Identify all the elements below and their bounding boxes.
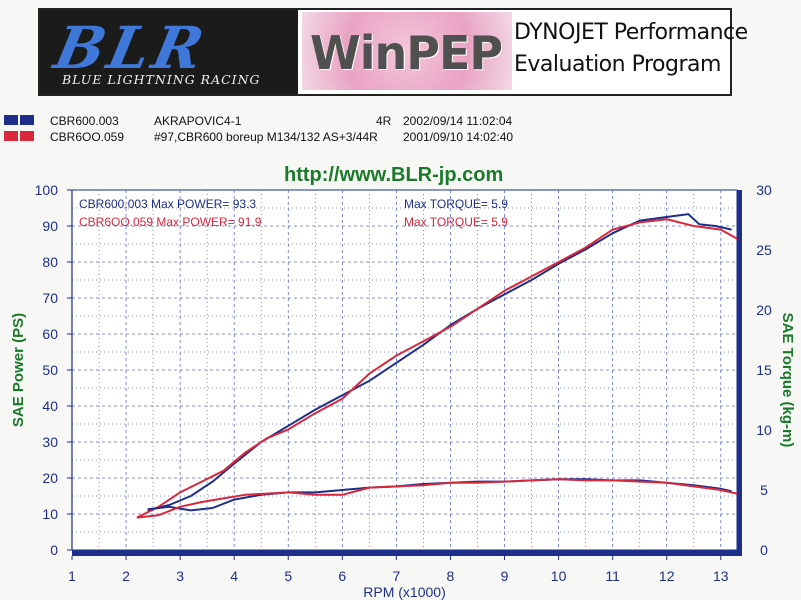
run1-description: AKRAPOVIC4-1 <box>154 114 242 128</box>
x-tick-label: 1 <box>68 568 76 584</box>
series-line-3 <box>136 478 738 519</box>
annotation-max-torque-red: Max TORQUE= 5.9 <box>404 215 508 229</box>
y2-tick-label: 15 <box>756 362 772 378</box>
y-tick-label: 50 <box>42 362 58 378</box>
header-banner: BLR BLUE LIGHTNING RACING WinPEP DYNOJET… <box>38 8 748 96</box>
y-tick-label: 0 <box>50 542 58 558</box>
y-tick-label: 60 <box>42 326 58 342</box>
y2-tick-label: 25 <box>756 242 772 258</box>
series-line-0 <box>147 213 732 512</box>
y-tick-label: 70 <box>42 290 58 306</box>
annotation-max-power-blue: CBR600.003 Max POWER= 93.3 <box>79 197 256 211</box>
y-tick-label: 30 <box>42 434 58 450</box>
y2-tick-label: 10 <box>756 422 772 438</box>
x-tick-label: 13 <box>713 568 729 584</box>
program-title-line1: DYNOJET Performance <box>514 20 748 45</box>
y-tick-label: 80 <box>42 254 58 270</box>
y2-tick-label: 20 <box>756 302 772 318</box>
blr-logo-panel: BLR BLUE LIGHTNING RACING <box>40 10 298 94</box>
run1-swatch-power <box>4 115 18 125</box>
winpep-logo-panel: WinPEP <box>302 12 512 90</box>
y-tick-label: 40 <box>42 398 58 414</box>
y2-tick-label: 5 <box>760 482 768 498</box>
run-legend-row-2: CBR6OO.059 #97,CBR600 boreup M134/132 AS… <box>0 128 801 146</box>
y-tick-label: 90 <box>42 218 58 234</box>
run-legend-row-1: CBR600.003 AKRAPOVIC4-1 4R 2002/09/14 11… <box>0 112 801 130</box>
y-tick-label: 20 <box>42 470 58 486</box>
x-tick-label: 2 <box>122 568 130 584</box>
x-tick-label: 5 <box>284 568 292 584</box>
x-tick-label: 7 <box>392 568 400 584</box>
run2-swatch-torque <box>20 131 34 141</box>
run2-description: #97,CBR600 boreup M134/132 AS+3/44R <box>154 130 378 144</box>
x-tick-label: 9 <box>501 568 509 584</box>
run1-date: 2002/09/14 11:02:04 <box>403 114 513 128</box>
annotation-max-power-red: CBR6OO.059 Max POWER= 91.9 <box>79 215 262 229</box>
winpep-logo: WinPEP <box>310 26 503 80</box>
x-tick-label: 10 <box>551 568 567 584</box>
x-tick-label: 3 <box>176 568 184 584</box>
run2-date: 2001/09/10 14:02:40 <box>403 130 514 144</box>
y-tick-label: 10 <box>42 506 58 522</box>
y2-axis-bar <box>737 190 742 556</box>
y2-tick-label: 0 <box>760 542 768 558</box>
x-axis-title: RPM (x1000) <box>363 584 445 600</box>
y-tick-label: 100 <box>35 182 59 198</box>
blr-logo-subtitle: BLUE LIGHTNING RACING <box>62 72 261 87</box>
run2-swatch-power <box>4 131 18 141</box>
website-url[interactable]: http://www.BLR-jp.com <box>284 164 504 186</box>
y-axis-title: SAE Power (PS) <box>10 313 27 427</box>
run2-name: CBR6OO.059 <box>50 130 125 144</box>
run1-gear: 4R <box>376 114 392 128</box>
run1-swatch-torque <box>20 115 34 125</box>
y2-axis-title: SAE Torque (kg-m) <box>779 313 796 448</box>
y2-tick-label: 30 <box>756 182 772 198</box>
series-line-1 <box>136 218 738 519</box>
run1-name: CBR600.003 <box>50 114 119 128</box>
x-axis-bar <box>72 550 741 556</box>
x-tick-label: 12 <box>659 568 675 584</box>
program-title-line2: Evaluation Program <box>514 52 721 77</box>
x-tick-label: 11 <box>605 568 620 584</box>
annotation-max-torque-blue: Max TORQUE= 5.9 <box>404 197 508 211</box>
x-tick-label: 8 <box>447 568 455 584</box>
x-tick-label: 4 <box>230 568 238 584</box>
x-tick-label: 6 <box>338 568 346 584</box>
